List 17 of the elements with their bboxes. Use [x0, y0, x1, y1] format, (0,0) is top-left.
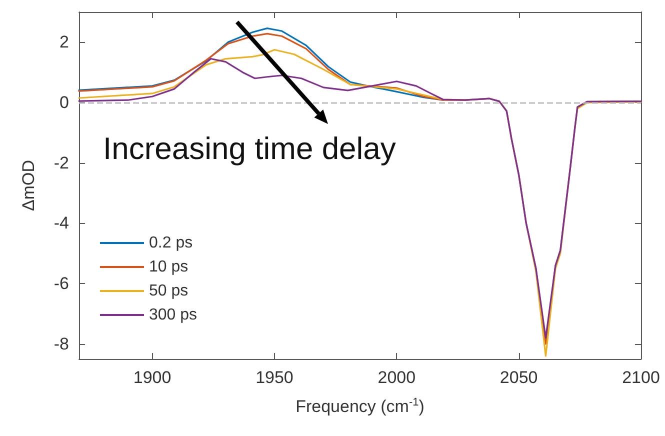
y-tick-label: -4 [54, 214, 69, 233]
y-tick-label: 0 [60, 93, 69, 112]
annotation: Increasing time delay [103, 131, 396, 166]
legend-label: 10 ps [149, 258, 188, 276]
x-tick-label: 2050 [500, 368, 538, 387]
x-tick-label: 1900 [133, 368, 172, 387]
legend-label: 0.2 ps [149, 234, 193, 252]
y-tick-label: 2 [60, 32, 69, 52]
y-tick-label: -2 [54, 153, 69, 172]
legend-label: 300 ps [149, 306, 198, 324]
legend-label: 50 ps [149, 282, 188, 300]
y-tick-label: -8 [54, 334, 69, 354]
y-axis-title: ΔmOD [19, 160, 38, 212]
x-tick-label: 2100 [622, 368, 660, 387]
x-tick-label: 2000 [378, 368, 416, 387]
y-tick-label: -6 [54, 274, 69, 294]
x-tick-label: 1950 [256, 368, 294, 387]
